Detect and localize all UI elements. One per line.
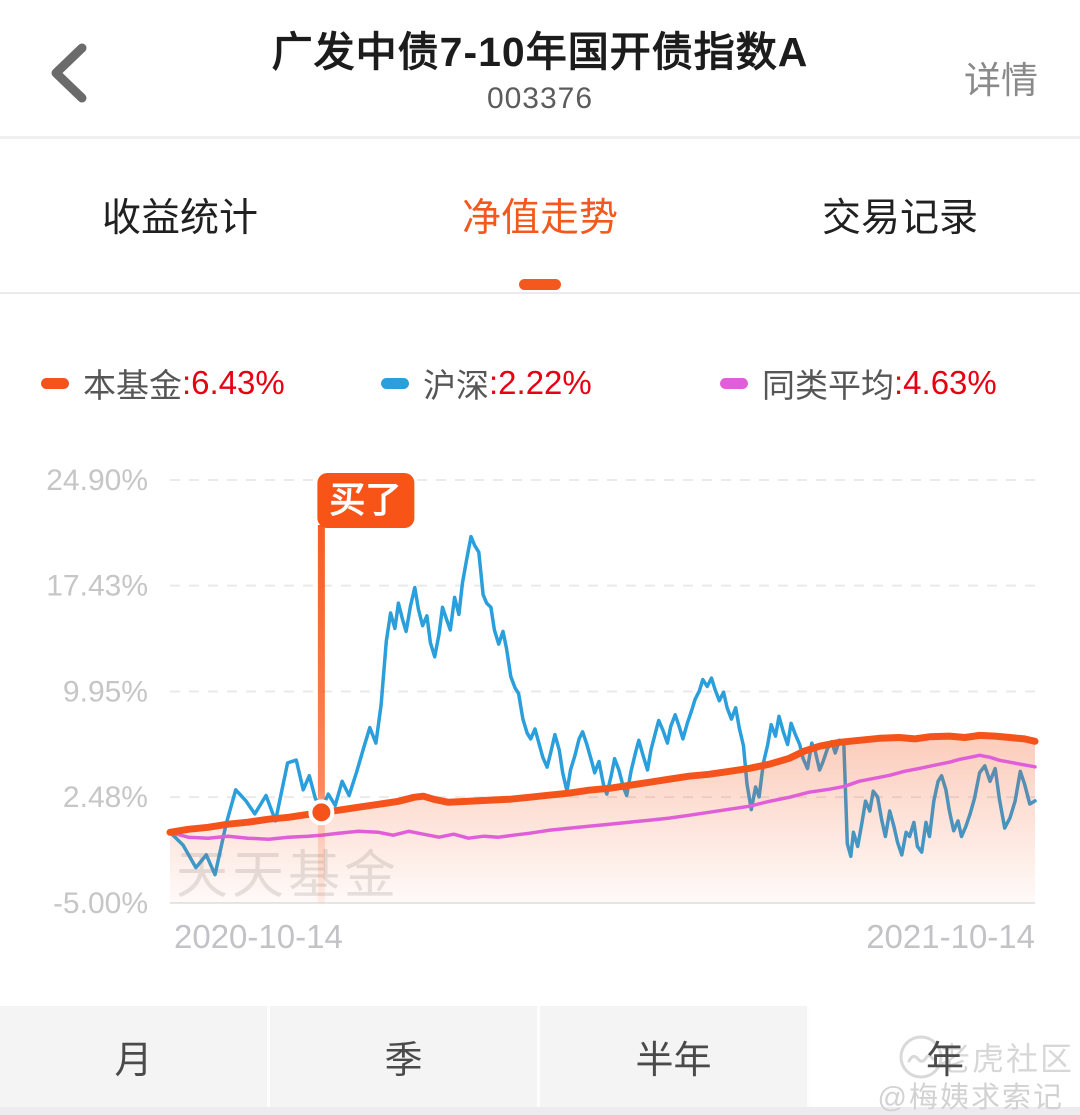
legend-item-category-average: 同类平均 :4.63% [720, 360, 997, 406]
legend-label: 本基金 [83, 367, 182, 404]
active-tab-indicator [519, 279, 561, 290]
buy-tag-label: 买了 [329, 479, 401, 520]
legend-value: :6.43% [182, 364, 285, 401]
legend-swatch-index [381, 377, 409, 389]
y-axis-tick-label: 2.48% [63, 781, 148, 814]
back-chevron-icon [51, 43, 87, 103]
period-tab-quarter[interactable]: 季 [270, 1006, 540, 1107]
fund-area-fill [170, 735, 1035, 903]
period-tab-year[interactable]: 年 [810, 1006, 1080, 1107]
tabs-divider [0, 292, 1080, 294]
buy-tag [317, 473, 415, 528]
legend-item-fund: 本基金 :6.43% [41, 360, 285, 406]
legend-item-index: 沪深 :2.22% [381, 360, 592, 406]
legend-value: :2.22% [489, 364, 592, 401]
legend-swatch-fund [41, 377, 69, 389]
tab-trade-records[interactable]: 交易记录 [720, 139, 1080, 291]
chart-legend: 本基金 :6.43% 沪深 :2.22% 同类平均 :4.63% [0, 360, 1080, 406]
y-axis-tick-label: 24.90% [46, 464, 148, 497]
y-axis-tick-label: -5.00% [53, 887, 148, 920]
header-divider [0, 136, 1080, 139]
bottom-strip [0, 1107, 1080, 1115]
fund-site-watermark: 天天基金 [176, 847, 400, 905]
period-tab-half-year[interactable]: 半年 [540, 1006, 810, 1107]
legend-value: :4.63% [894, 364, 997, 401]
page-title: 广发中债7-10年国开债指数A [271, 29, 809, 75]
legend-label: 同类平均 [762, 367, 894, 404]
title-block: 广发中债7-10年国开债指数A 003376 [140, 28, 940, 116]
legend-swatch-average [720, 377, 748, 389]
back-button[interactable] [40, 36, 100, 108]
x-axis-end-date: 2021-10-14 [866, 918, 1035, 955]
details-button[interactable]: 详情 [964, 50, 1038, 104]
buy-marker-dot [308, 799, 335, 826]
legend-label: 沪深 [423, 367, 489, 404]
y-axis-tick-label: 17.43% [46, 570, 148, 603]
series-average-line [168, 753, 1037, 841]
y-axis-tick-label: 9.95% [63, 676, 148, 709]
tab-bar: 收益统计 净值走势 交易记录 [0, 139, 1080, 291]
tab-nav-trend[interactable]: 净值走势 [360, 139, 720, 291]
period-selector: 月 季 半年 年 [0, 1006, 1080, 1107]
trend-chart[interactable]: 24.90% 17.43% 9.95% 2.48% -5.00% 2020-10-14 20… [0, 450, 1080, 960]
x-axis-start-date: 2020-10-14 [174, 918, 343, 955]
header: 广发中债7-10年国开债指数A 003376 详情 [0, 0, 1080, 136]
tab-income-stats[interactable]: 收益统计 [0, 139, 360, 291]
fund-code: 003376 [486, 82, 594, 115]
period-tab-month[interactable]: 月 [0, 1006, 270, 1107]
